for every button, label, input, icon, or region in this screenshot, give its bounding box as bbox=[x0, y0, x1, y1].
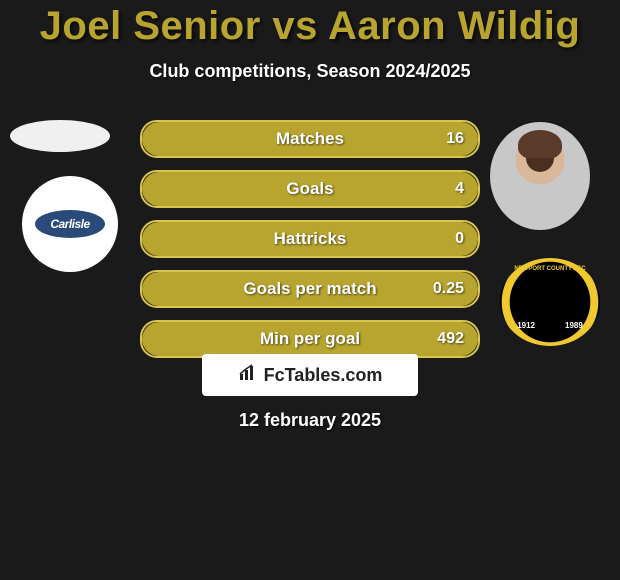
attribution-badge[interactable]: FcTables.com bbox=[202, 354, 418, 396]
player2-club-top-text: NEWPORT COUNTY AFC bbox=[514, 266, 585, 272]
player1-club-badge: Carlisle bbox=[22, 176, 118, 272]
stat-row: Matches16 bbox=[140, 120, 480, 158]
date-line: 12 february 2025 bbox=[0, 410, 620, 431]
player2-club-years: 1912 1989 bbox=[517, 321, 583, 330]
comparison-card: Joel Senior vs Aaron Wildig Club competi… bbox=[0, 0, 620, 580]
stat-row: Min per goal492 bbox=[140, 320, 480, 358]
player2-club-year-right: 1989 bbox=[565, 321, 583, 330]
player2-club-year-left: 1912 bbox=[517, 321, 535, 330]
player1-avatar bbox=[10, 120, 110, 152]
stats-area: Matches16 Goals4 Hattricks0 Goals per match… bbox=[140, 120, 480, 370]
chart-icon bbox=[238, 364, 260, 387]
player1-club-label: Carlisle bbox=[35, 210, 105, 238]
stat-label: Min per goal bbox=[142, 329, 478, 349]
attribution-text: FcTables.com bbox=[264, 365, 383, 386]
player2-avatar bbox=[490, 122, 590, 230]
stat-value-right: 492 bbox=[437, 330, 464, 348]
stat-row: Goals4 bbox=[140, 170, 480, 208]
subtitle: Club competitions, Season 2024/2025 bbox=[0, 61, 620, 82]
stat-row: Goals per match0.25 bbox=[140, 270, 480, 308]
stat-value-right: 0.25 bbox=[433, 280, 464, 298]
stat-label: Matches bbox=[142, 129, 478, 149]
stat-row: Hattricks0 bbox=[140, 220, 480, 258]
stat-label: Hattricks bbox=[142, 229, 478, 249]
stat-value-right: 4 bbox=[455, 180, 464, 198]
stat-label: Goals per match bbox=[142, 279, 478, 299]
stat-label: Goals bbox=[142, 179, 478, 199]
stat-value-right: 0 bbox=[455, 230, 464, 248]
page-title: Joel Senior vs Aaron Wildig bbox=[0, 0, 620, 49]
stat-value-right: 16 bbox=[446, 130, 464, 148]
player2-club-badge: NEWPORT COUNTY AFC 1912 1989 bbox=[500, 258, 600, 346]
